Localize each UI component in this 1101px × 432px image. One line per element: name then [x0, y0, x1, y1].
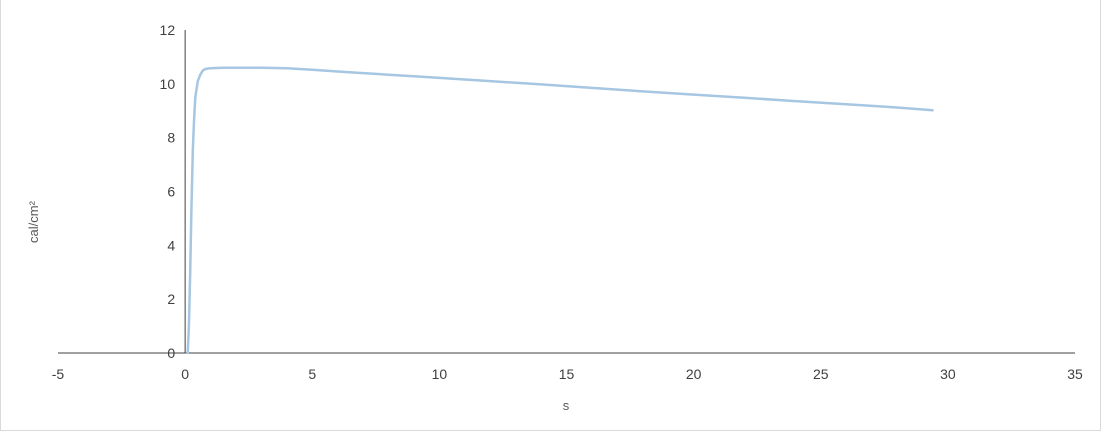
x-tick-label: 20: [686, 366, 702, 382]
y-tick-label: 6: [167, 184, 175, 200]
x-tick-labels: -5 0 5 10 15 20 25 30 35: [52, 366, 1083, 382]
x-tick-label: 25: [813, 366, 829, 382]
series-layer: [186, 66, 934, 355]
x-tick-label: 10: [432, 366, 448, 382]
y-tick-label: 2: [167, 291, 175, 307]
x-axis-title: s: [563, 398, 570, 413]
x-tick-label: 15: [559, 366, 575, 382]
x-tick-label: 30: [940, 366, 956, 382]
y-tick-label: 10: [160, 76, 176, 92]
y-tick-label: 4: [167, 237, 175, 253]
y-tick-label: 8: [167, 130, 175, 146]
series-line-0: [186, 66, 934, 355]
y-tick-label: 12: [160, 22, 176, 38]
x-tick-label: 0: [181, 366, 189, 382]
x-tick-label: -5: [52, 366, 65, 382]
y-tick-label: 0: [167, 345, 175, 361]
y-axis-title: cal/cm²: [26, 200, 41, 243]
x-tick-label: 35: [1067, 366, 1083, 382]
x-tick-label: 5: [308, 366, 316, 382]
y-tick-labels: 0 2 4 6 8 10 12: [160, 22, 176, 361]
